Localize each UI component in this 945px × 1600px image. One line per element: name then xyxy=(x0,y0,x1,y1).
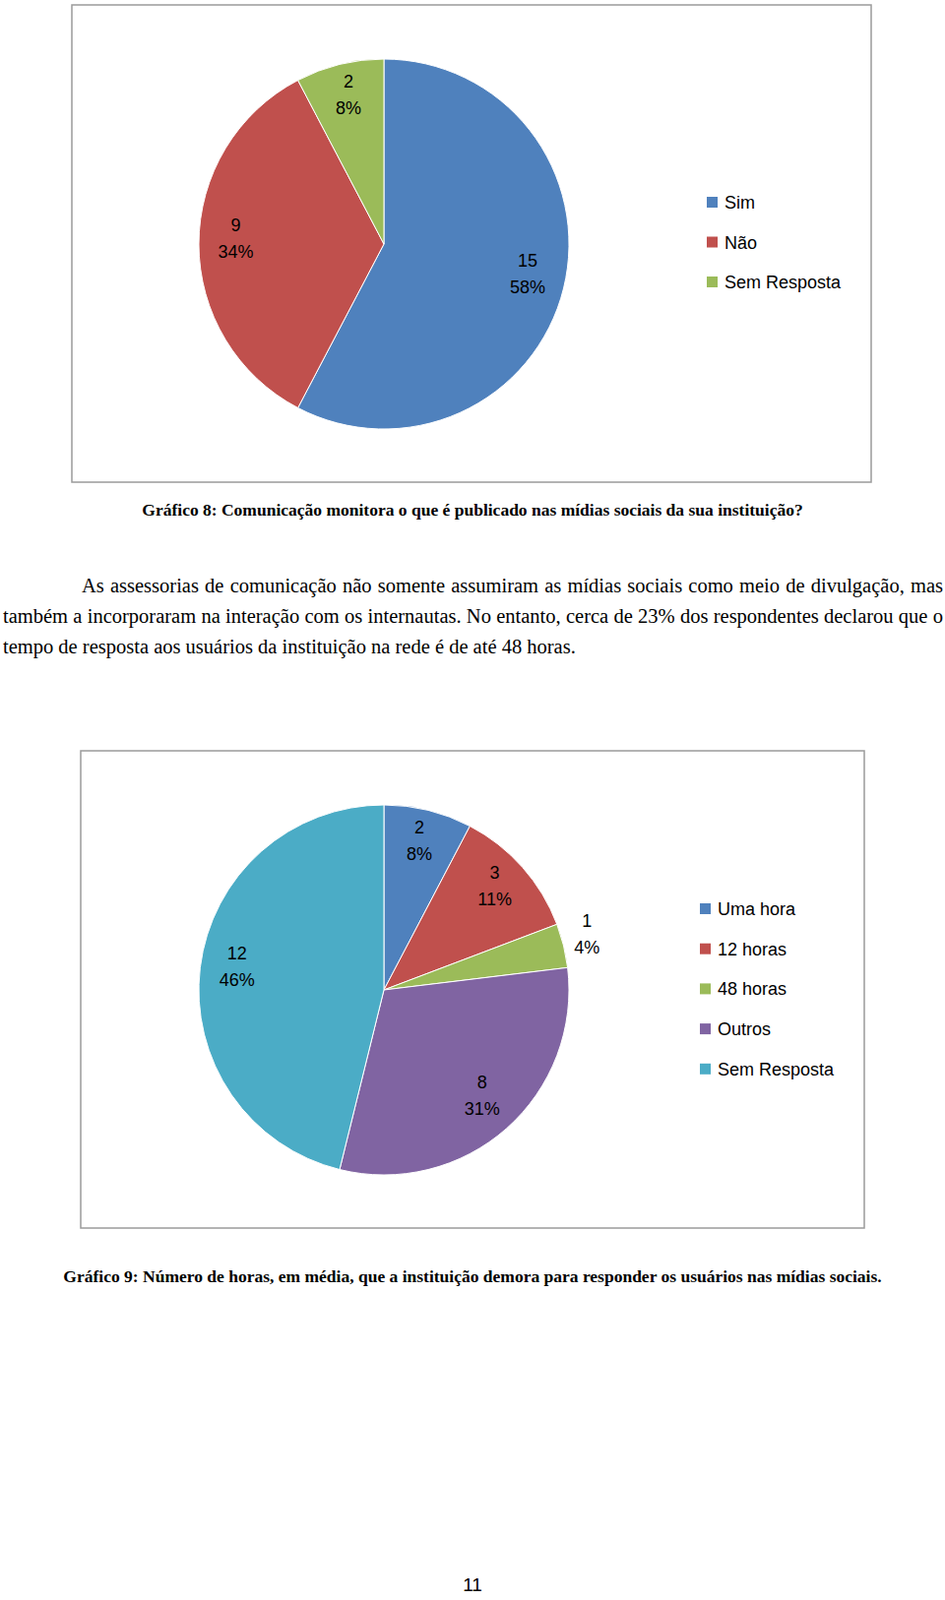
figure-caption: Gráfico 8: Comunicação monitora o que é … xyxy=(9,497,936,523)
label-count: 12 xyxy=(227,944,248,964)
label-percent: 4% xyxy=(573,938,600,958)
legend-label: 12 horas xyxy=(717,940,787,960)
label-count: 9 xyxy=(231,215,242,236)
label-percent: 34% xyxy=(218,242,254,262)
data-label: 28% xyxy=(335,71,362,119)
data-label: 14% xyxy=(573,911,600,958)
legend-swatch xyxy=(699,903,711,915)
legend-swatch xyxy=(699,1064,711,1075)
charts: 1558%934%28%SimNãoSem Resposta28%311%14%… xyxy=(0,0,945,1600)
pie-chart: 28%311%14%831%1246%Uma hora12 horas48 ho… xyxy=(80,751,865,1229)
label-count: 15 xyxy=(517,251,538,271)
data-labels: 28%311%14%831%1246% xyxy=(219,818,601,1120)
label-percent: 8% xyxy=(335,98,362,119)
label-count: 2 xyxy=(343,71,354,92)
pie-slice xyxy=(198,805,384,1171)
data-label: 934% xyxy=(218,215,254,262)
data-labels: 1558%934%28% xyxy=(218,71,546,298)
label-percent: 8% xyxy=(406,844,433,865)
data-label: 1246% xyxy=(219,944,255,991)
data-label: 1558% xyxy=(509,251,546,298)
legend: Sim Não Sem Resposta xyxy=(706,192,842,293)
chart-frame xyxy=(80,751,865,1229)
pie-slice xyxy=(298,59,384,245)
legend-label: Sem Resposta xyxy=(724,272,842,293)
data-label: 28% xyxy=(406,818,433,865)
legend: Uma hora 12 horas 48 horas Outros Sem Respos… xyxy=(699,899,835,1080)
data-label: 311% xyxy=(477,863,512,910)
legend-label: Outros xyxy=(717,1019,771,1040)
legend-swatch xyxy=(706,237,718,249)
legend-swatch xyxy=(699,944,711,955)
label-percent: 58% xyxy=(509,277,546,298)
page: 1558%934%28%SimNãoSem Resposta28%311%14%… xyxy=(0,0,945,1600)
label-percent: 46% xyxy=(219,970,255,991)
legend-label: Sem Resposta xyxy=(717,1060,835,1080)
paragraph: As assessorias de comunicação não soment… xyxy=(2,570,944,663)
legend-label: Sim xyxy=(724,192,756,213)
page-number: 11 xyxy=(433,1575,512,1597)
data-label: 831% xyxy=(464,1072,501,1120)
label-count: 2 xyxy=(414,818,425,838)
chart-frame xyxy=(71,4,872,483)
legend-label: 48 horas xyxy=(717,979,787,1000)
label-percent: 31% xyxy=(464,1099,501,1120)
legend-label: Uma hora xyxy=(717,899,797,920)
figure-caption: Gráfico 9: Número de horas, em média, qu… xyxy=(9,1263,936,1290)
legend-label: Não xyxy=(724,233,757,253)
label-count: 3 xyxy=(490,863,501,883)
label-count: 1 xyxy=(581,911,592,932)
legend-swatch xyxy=(706,196,718,208)
label-percent: 11% xyxy=(477,889,512,910)
legend-swatch xyxy=(699,1023,711,1035)
legend-swatch xyxy=(706,276,718,288)
pie-chart: 1558%934%28%SimNãoSem Resposta xyxy=(71,4,872,483)
label-count: 8 xyxy=(477,1072,488,1093)
legend-swatch xyxy=(699,983,711,995)
